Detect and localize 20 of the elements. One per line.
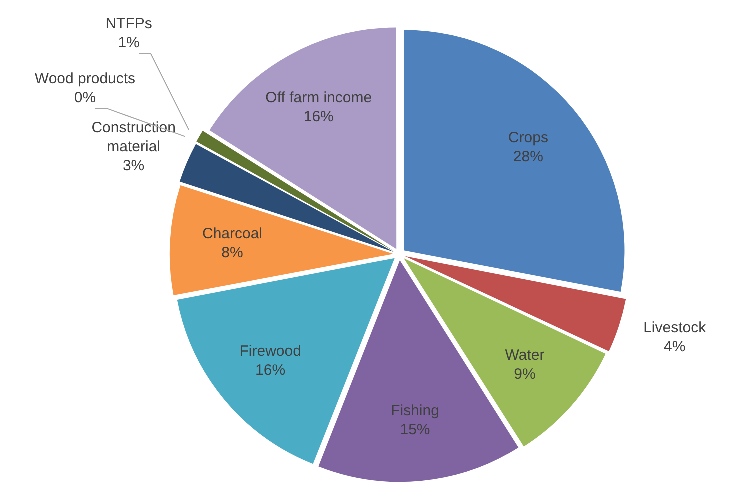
data-label: 4% [664,338,686,356]
data-label: 15% [400,422,430,439]
data-label: 16% [304,108,334,126]
slice-label: Crops [508,129,548,146]
slice-label: Livestock [644,319,707,336]
data-label: 1% [118,34,140,52]
data-label: 16% [256,362,286,379]
data-label: 28% [513,148,544,166]
data-label: 8% [222,244,244,262]
slice-label: NTFPs [106,16,152,33]
slice-label: Firewood [240,342,302,360]
slice-label: Water [505,346,545,364]
data-label: 3% [122,158,145,175]
slice-label: Construction material [92,120,176,156]
text: 0% [74,89,96,106]
category-label: Wood products [34,70,136,88]
slice-label: Off farm income [266,90,372,107]
data-label: 9% [514,366,536,383]
slice-label: Fishing [391,402,440,420]
slice-label: Charcoal [202,226,263,243]
